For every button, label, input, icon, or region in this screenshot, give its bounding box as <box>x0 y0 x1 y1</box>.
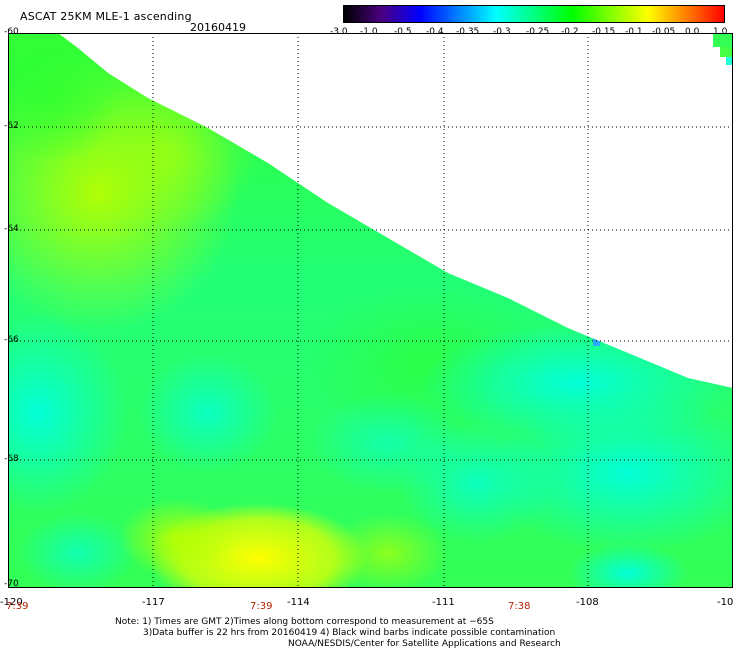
map-frame <box>8 33 733 588</box>
lon-label: -117 <box>142 597 165 608</box>
colorbar-label: 0.0 <box>685 27 700 37</box>
lat-label: -64 <box>4 224 19 234</box>
colorbar <box>343 5 725 23</box>
lat-label: -62 <box>4 121 19 131</box>
colorbar-label: -1.0 <box>360 27 378 37</box>
colorbar-label: -0.4 <box>426 27 444 37</box>
colorbar-label: -0.35 <box>456 27 480 37</box>
time-label: 7:39 <box>250 601 273 612</box>
colorbar-label: -0.1 <box>625 27 643 37</box>
map-title: ASCAT 25KM MLE-1 ascending <box>20 10 192 23</box>
lat-label: -66 <box>4 335 19 345</box>
lon-label: -108 <box>576 597 599 608</box>
colorbar-label: -0.2 <box>561 27 579 37</box>
lon-label: -114 <box>287 597 310 608</box>
footnote-line-2: 3)Data buffer is 22 hrs from 20160419 4)… <box>143 628 556 638</box>
lat-label: -68 <box>4 454 19 464</box>
time-label: 7:38 <box>508 601 531 612</box>
footnote-line-1: Note: 1) Times are GMT 2)Times along bot… <box>115 617 494 627</box>
corner-patch <box>713 33 733 65</box>
colorbar-label: -0.25 <box>526 27 550 37</box>
lon-label: -111 <box>432 597 455 608</box>
lat-label: -70 <box>4 579 19 589</box>
colorbar-label: 1.0 <box>713 27 728 37</box>
colorbar-label: -0.3 <box>493 27 511 37</box>
colorbar-label: -0.05 <box>652 27 676 37</box>
map-plot <box>8 33 733 588</box>
lat-label: -60 <box>4 27 19 37</box>
colorbar-labels: -3.0 -1.0 -0.5 -0.4 -0.35 -0.3 -0.25 -0.… <box>330 27 735 39</box>
lon-label: -120 <box>0 597 23 608</box>
swath-data <box>8 33 733 588</box>
map-date: 20160419 <box>190 21 246 34</box>
colorbar-label: -0.15 <box>592 27 616 37</box>
lon-label: -10 <box>717 597 734 608</box>
time-label: 7:39 <box>6 601 29 612</box>
colorbar-label: -3.0 <box>330 27 348 37</box>
footnote-line-3: NOAA/NESDIS/Center for Satellite Applica… <box>288 639 561 649</box>
colorbar-label: -0.5 <box>394 27 412 37</box>
grid-lines <box>8 33 733 588</box>
